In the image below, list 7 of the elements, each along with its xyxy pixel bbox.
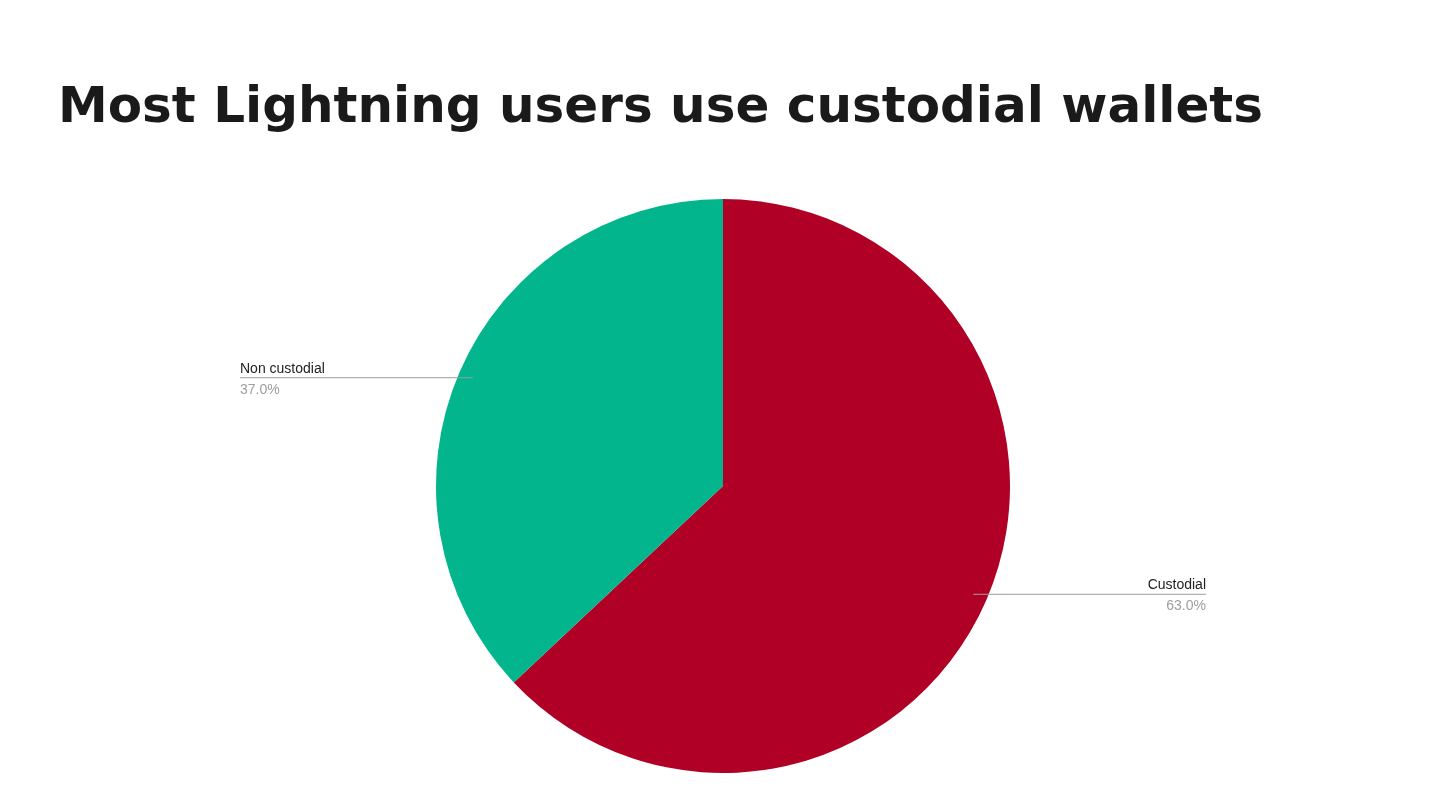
pie-slice [513,199,1010,773]
slice-label: Custodial [1147,576,1206,593]
slice-label: Non custodial [240,359,325,376]
pie-slice [436,199,723,683]
data-label: 63.0% [1166,597,1206,614]
chart-title: Most Lightning users use custodial wallets [58,76,1264,134]
data-label: 37.0% [240,380,280,397]
